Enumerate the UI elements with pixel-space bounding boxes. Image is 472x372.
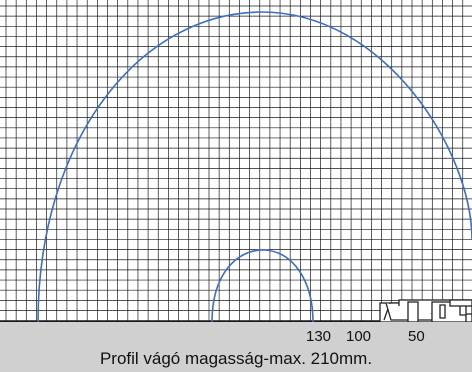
- scale-label-50: 50: [408, 328, 425, 345]
- scale-label-130: 130: [306, 328, 332, 345]
- scale-band: [0, 322, 472, 372]
- grid-lines: [0, 0, 472, 322]
- cutting-area-svg: [0, 0, 472, 322]
- inner-cut-arc: [211, 249, 314, 322]
- scale-label-100: 100: [346, 328, 372, 345]
- outer-cut-arc: [37, 11, 472, 322]
- caption: Profil vágó magasság-max. 210mm.: [99, 349, 373, 368]
- window-profile-cross-section-icon: [379, 299, 472, 322]
